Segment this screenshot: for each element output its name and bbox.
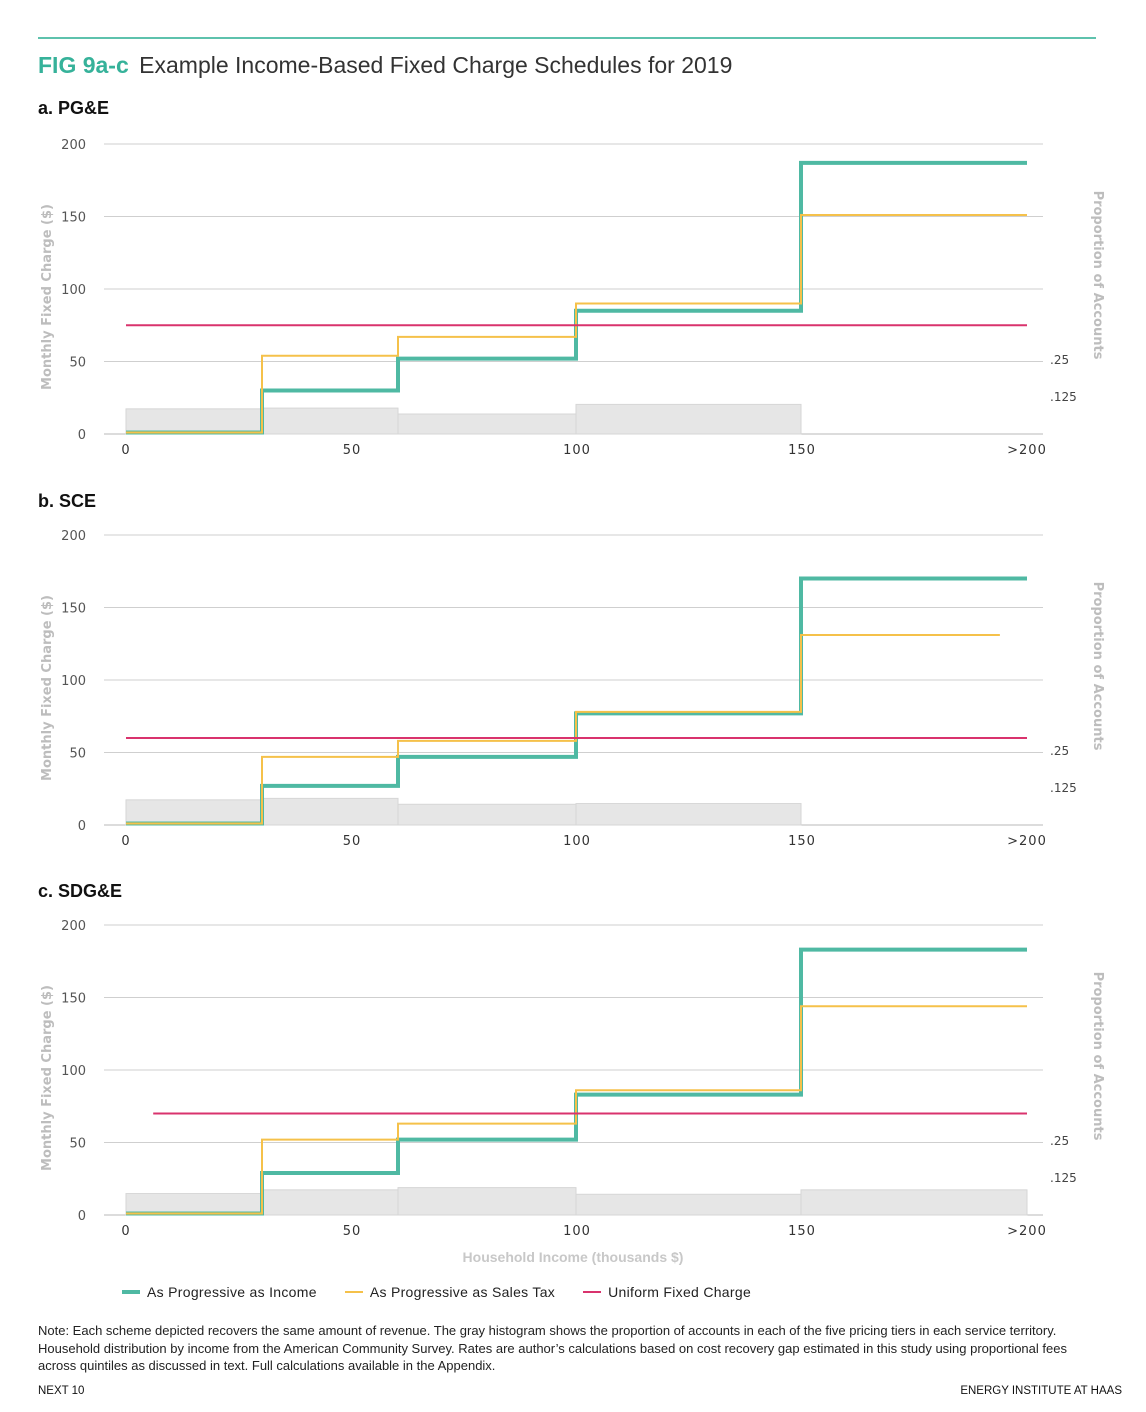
footer-left: NEXT 10 — [38, 1385, 85, 1397]
histogram-bar — [397, 1187, 577, 1216]
series-line-sales-tax — [126, 634, 1000, 825]
footer-right: ENERGY INSTITUTE AT HAAS — [960, 1385, 1122, 1397]
y2-tick-label: .25 — [1050, 744, 1069, 758]
y-tick-label: 50 — [69, 356, 86, 371]
y-tick-label: 200 — [61, 529, 86, 544]
x-tick-label: 100 — [563, 834, 591, 849]
y-axis-label: Monthly Fixed Charge ($) — [40, 204, 55, 390]
y2-axis-label: Proportion of Accounts — [1090, 972, 1105, 1141]
x-tick-label: 150 — [788, 834, 816, 849]
y-tick-label: 100 — [61, 674, 86, 689]
histogram-bar — [125, 408, 263, 435]
chart-pge: 0 50 100 150 200 0 50 100 150 >200 .125 .25 Monthly … — [40, 138, 1105, 458]
y-tick-label: 150 — [61, 211, 86, 226]
figure-title: FIG 9a-c Example Income-Based Fixed Char… — [38, 52, 732, 79]
chart-sce: 0 50 100 150 200 0 50 100 150 >200 .125 .25 Monthly … — [40, 529, 1105, 849]
y2-tick-label: .25 — [1050, 353, 1069, 367]
x-tick-label: 50 — [343, 1224, 362, 1239]
x-tick-label: 0 — [121, 443, 130, 458]
y2-tick-label: .125 — [1050, 781, 1077, 795]
x-tick-label: 50 — [343, 443, 362, 458]
x-axis-title: Household Income (thousands $) — [462, 1249, 684, 1265]
note-text: Note: Each scheme depicted recovers the … — [38, 1323, 1067, 1373]
histogram-bar — [575, 1193, 802, 1216]
panel-title-pge: a. PG&E — [38, 98, 110, 118]
legend-item-income: As Progressive as Income — [122, 1284, 317, 1300]
legend-label-uniform: Uniform Fixed Charge — [608, 1284, 752, 1300]
y-tick-label: 150 — [61, 602, 86, 617]
y-tick-label: 0 — [78, 819, 86, 834]
figure-title-text: Example Income-Based Fixed Charge Schedu… — [139, 52, 733, 78]
legend-label-sales-tax: As Progressive as Sales Tax — [369, 1284, 556, 1300]
header-rule — [38, 37, 1096, 39]
legend-swatch-income — [122, 1290, 140, 1294]
chart-sdge: 0 50 100 150 200 0 50 100 150 >200 .125 .25 Monthly … — [40, 919, 1105, 1239]
x-tick-label: 150 — [788, 443, 816, 458]
legend-item-sales-tax: As Progressive as Sales Tax — [344, 1284, 556, 1300]
legend-swatch-uniform — [583, 1291, 602, 1293]
x-tick-label: >200 — [1007, 443, 1047, 458]
x-tick-label: 50 — [343, 834, 362, 849]
legend: As Progressive as Income As Progressive … — [122, 1284, 779, 1300]
x-tick-label: >200 — [1007, 1224, 1047, 1239]
y2-tick-label: .125 — [1050, 1171, 1077, 1185]
panel-title-sce: b. SCE — [38, 491, 97, 511]
histogram-bar — [125, 799, 263, 826]
series-line-sales-tax — [126, 214, 1027, 434]
y-axis-label: Monthly Fixed Charge ($) — [40, 595, 55, 781]
panel-title-sdge: c. SDG&E — [38, 881, 123, 901]
histogram-bar — [261, 797, 399, 826]
histogram-bar — [575, 403, 802, 435]
y2-axis-label: Proportion of Accounts — [1090, 191, 1105, 360]
y-tick-label: 100 — [61, 1064, 86, 1079]
x-tick-label: 100 — [563, 443, 591, 458]
histogram-bar — [397, 413, 577, 435]
figure-label: FIG 9a-c — [38, 52, 129, 78]
legend-item-uniform: Uniform Fixed Charge — [583, 1284, 751, 1300]
x-tick-label: 0 — [121, 1224, 130, 1239]
histogram-bar — [800, 1189, 1028, 1216]
y-tick-label: 50 — [69, 1137, 86, 1152]
x-tick-label: 0 — [121, 834, 130, 849]
y-tick-label: 100 — [61, 283, 86, 298]
y-axis-label: Monthly Fixed Charge ($) — [40, 985, 55, 1171]
y-tick-label: 0 — [78, 428, 86, 443]
histogram-bar — [261, 407, 399, 435]
histogram-bar — [575, 803, 802, 826]
y2-tick-label: .25 — [1050, 1134, 1069, 1148]
y2-axis-label: Proportion of Accounts — [1090, 582, 1105, 751]
series-line-sales-tax — [126, 1005, 1027, 1215]
legend-label-income: As Progressive as Income — [147, 1284, 317, 1300]
histogram-bar — [261, 1189, 399, 1216]
y-tick-label: 200 — [61, 138, 86, 153]
y-tick-label: 0 — [78, 1209, 86, 1224]
y-tick-label: 150 — [61, 992, 86, 1007]
y2-tick-label: .125 — [1050, 390, 1077, 404]
y-tick-label: 200 — [61, 919, 86, 934]
histogram-bar — [397, 803, 577, 826]
x-tick-label: 150 — [788, 1224, 816, 1239]
y-tick-label: 50 — [69, 747, 86, 762]
x-tick-label: 100 — [563, 1224, 591, 1239]
x-tick-label: >200 — [1007, 834, 1047, 849]
legend-swatch-sales-tax — [344, 1291, 363, 1293]
